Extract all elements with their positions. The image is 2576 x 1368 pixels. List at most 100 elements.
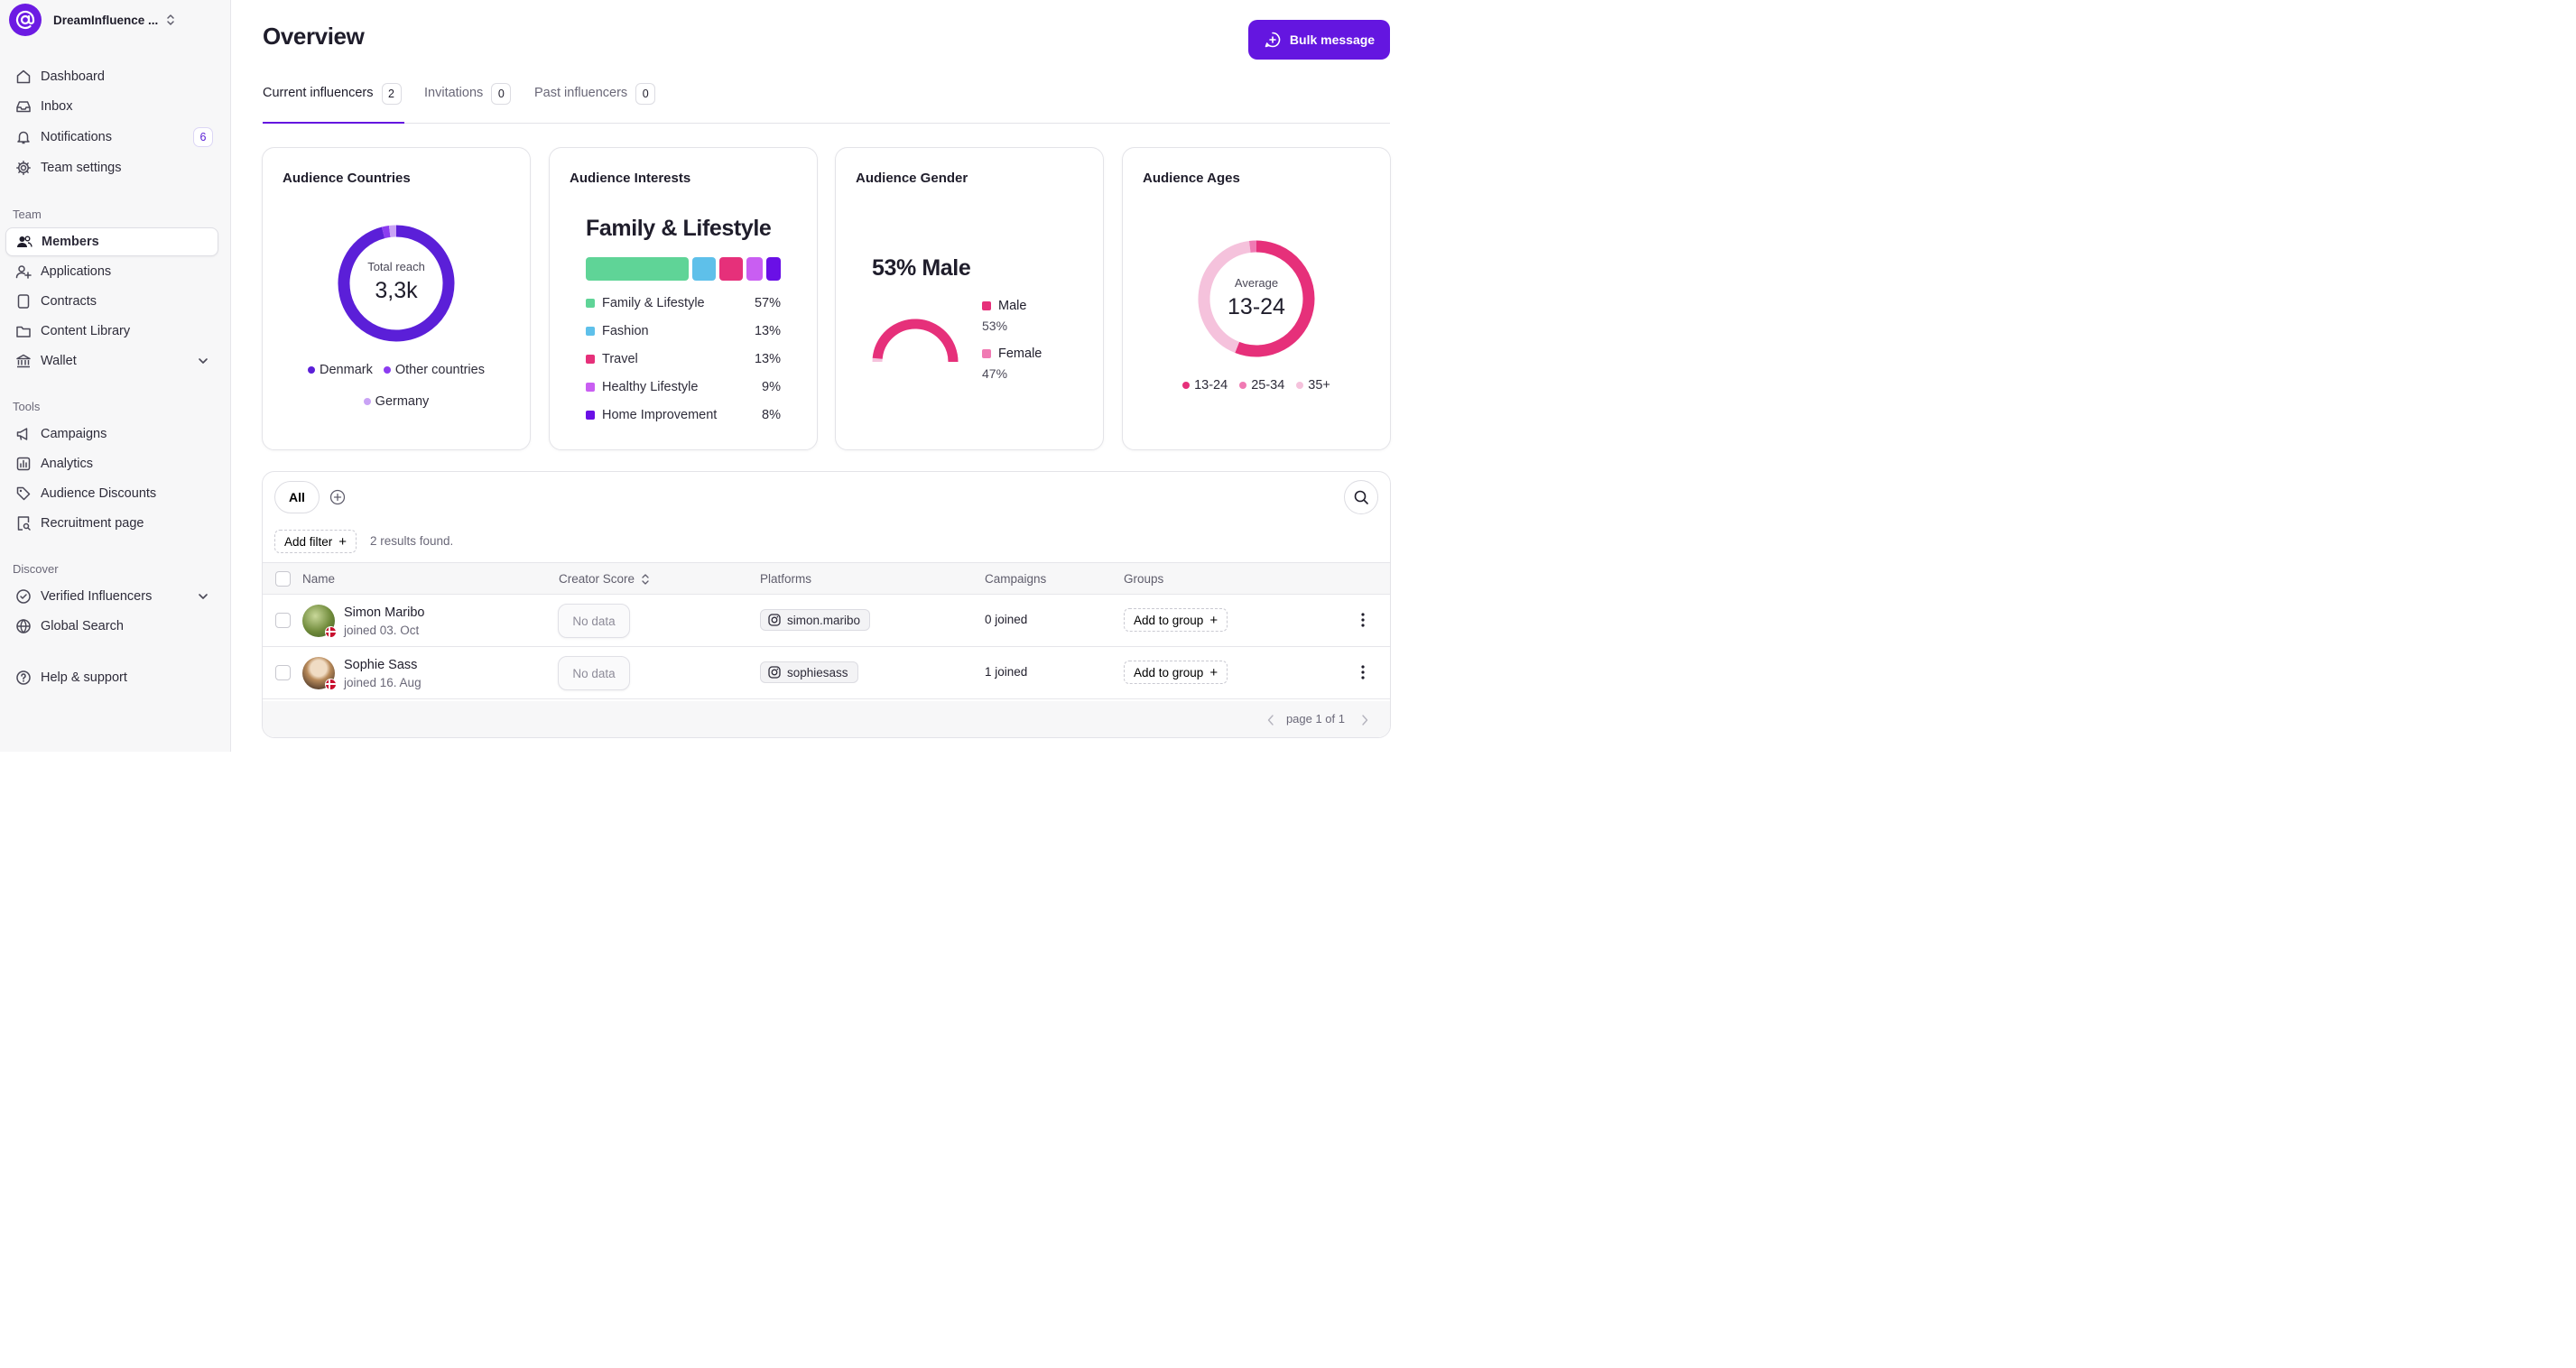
column-creator-score-label: Creator Score bbox=[559, 572, 635, 586]
bulk-message-button[interactable]: Bulk message bbox=[1248, 20, 1390, 60]
chat-plus-icon bbox=[1264, 31, 1282, 49]
nav-wallet[interactable]: Wallet bbox=[5, 347, 218, 375]
table-row[interactable]: Simon Maribo joined 03. Oct No data simo… bbox=[263, 595, 1390, 647]
countries-legend: Denmark Other countries bbox=[263, 363, 530, 377]
table-row[interactable]: Sophie Sass joined 16. Aug No data sophi… bbox=[263, 647, 1390, 699]
tab-label: Invitations bbox=[424, 86, 484, 100]
influencer-name[interactable]: Sophie Sass bbox=[344, 658, 418, 672]
plus-icon: + bbox=[1209, 664, 1219, 680]
legend-male: Male bbox=[982, 299, 1026, 313]
legend-female: Female bbox=[982, 347, 1042, 361]
ages-legend: 13-24 25-34 35+ bbox=[1123, 378, 1390, 393]
results-count: 2 results found. bbox=[370, 534, 454, 548]
total-reach-value: 3,3k bbox=[375, 278, 418, 303]
more-options-icon[interactable] bbox=[1361, 613, 1365, 627]
influencer-name[interactable]: Simon Maribo bbox=[344, 605, 425, 620]
nav-notifications[interactable]: Notifications 6 bbox=[5, 123, 218, 152]
tab-count-badge: 0 bbox=[491, 83, 512, 105]
tab-label: Past influencers bbox=[534, 86, 628, 100]
sort-icon bbox=[641, 573, 650, 586]
more-options-icon[interactable] bbox=[1361, 665, 1365, 679]
nav-verified-influencers[interactable]: Verified Influencers bbox=[5, 582, 218, 611]
add-to-group-button[interactable]: Add to group + bbox=[1124, 661, 1228, 684]
nav-global-search[interactable]: Global Search bbox=[5, 612, 218, 641]
nav-dashboard[interactable]: Dashboard bbox=[5, 62, 218, 91]
gender-headline: 53% Male bbox=[872, 255, 971, 281]
nav-analytics[interactable]: Analytics bbox=[5, 449, 218, 478]
swatch-green bbox=[586, 299, 595, 308]
nav-members[interactable]: Members bbox=[5, 227, 218, 256]
instagram-icon bbox=[768, 614, 781, 626]
tab-past-influencers[interactable]: Past influencers 0 bbox=[534, 83, 656, 124]
audience-interests-card: Audience Interests Family & Lifestyle Fa… bbox=[549, 147, 818, 450]
nav-recruitment-page-label: Recruitment page bbox=[41, 516, 144, 531]
gender-gauge-male bbox=[872, 319, 959, 363]
add-filter-button[interactable]: Add filter + bbox=[274, 530, 357, 553]
brand-logo bbox=[9, 4, 42, 36]
influencer-tabs: Current influencers 2 Invitations 0 Past… bbox=[263, 83, 1390, 124]
interests-stacked-bar bbox=[586, 257, 781, 281]
nav-contracts[interactable]: Contracts bbox=[5, 287, 218, 316]
column-creator-score[interactable]: Creator Score bbox=[559, 572, 650, 586]
section-label-team: Team bbox=[13, 208, 42, 221]
nav-recruitment-page[interactable]: Recruitment page bbox=[5, 509, 218, 538]
chevron-down-icon bbox=[197, 355, 209, 367]
card-title: Audience Gender bbox=[856, 171, 968, 186]
chevron-left-icon[interactable] bbox=[1267, 715, 1274, 726]
section-label-tools: Tools bbox=[13, 400, 41, 413]
average-age-value: 13-24 bbox=[1228, 294, 1285, 319]
tab-current-influencers[interactable]: Current influencers 2 bbox=[263, 83, 404, 124]
nav-analytics-label: Analytics bbox=[41, 457, 94, 471]
joined-date: joined 03. Oct bbox=[344, 624, 420, 637]
female-percent: 47% bbox=[982, 366, 1008, 381]
filter-chip-all[interactable]: All bbox=[274, 481, 320, 513]
tab-count-badge: 2 bbox=[381, 83, 402, 105]
add-to-group-button[interactable]: Add to group + bbox=[1124, 608, 1228, 632]
legend-other-countries: Other countries bbox=[383, 363, 485, 377]
users-icon bbox=[16, 234, 32, 250]
nav-applications[interactable]: Applications bbox=[5, 257, 218, 286]
nav-inbox-label: Inbox bbox=[41, 99, 73, 114]
column-groups: Groups bbox=[1124, 572, 1164, 586]
column-name[interactable]: Name bbox=[302, 572, 336, 586]
instagram-handle-chip[interactable]: sophiesass bbox=[760, 661, 858, 683]
pagination: page 1 of 1 bbox=[263, 701, 1390, 737]
nav-content-library[interactable]: Content Library bbox=[5, 317, 218, 346]
male-percent: 53% bbox=[982, 319, 1008, 333]
interest-row: Home Improvement 8% bbox=[586, 406, 781, 424]
nav-team-settings[interactable]: Team settings bbox=[5, 153, 218, 182]
audience-gender-card: Audience Gender 53% Male Male 53% Female… bbox=[835, 147, 1104, 450]
gender-gauge-chart bbox=[872, 319, 959, 363]
audience-ages-card: Audience Ages Average 13-24 13-24 25-34 … bbox=[1122, 147, 1391, 450]
nav-campaigns[interactable]: Campaigns bbox=[5, 420, 218, 448]
globe-icon bbox=[15, 618, 32, 634]
nav-help-support[interactable]: Help & support bbox=[5, 663, 218, 692]
workspace-name: DreamInfluence ... bbox=[53, 13, 159, 27]
select-all-checkbox[interactable] bbox=[275, 571, 291, 587]
ages-segment-1 bbox=[1198, 241, 1251, 353]
instagram-handle: sophiesass bbox=[787, 665, 848, 679]
countries-donut-chart bbox=[338, 225, 455, 342]
instagram-handle-chip[interactable]: simon.maribo bbox=[760, 609, 871, 631]
add-view-icon[interactable] bbox=[329, 489, 346, 505]
table-search-button[interactable] bbox=[1344, 480, 1378, 514]
nav-inbox[interactable]: Inbox bbox=[5, 92, 218, 121]
legend-13-24: 13-24 bbox=[1182, 378, 1228, 393]
add-to-group-label: Add to group bbox=[1134, 665, 1204, 679]
column-platforms: Platforms bbox=[760, 572, 812, 586]
tag-icon bbox=[15, 485, 32, 502]
nav-verified-influencers-label: Verified Influencers bbox=[41, 589, 153, 604]
interest-row: Travel 13% bbox=[586, 350, 781, 368]
folder-icon bbox=[15, 323, 32, 339]
row-checkbox[interactable] bbox=[275, 665, 291, 680]
nav-dashboard-label: Dashboard bbox=[41, 69, 105, 84]
tab-invitations[interactable]: Invitations 0 bbox=[424, 83, 512, 124]
influencers-table-panel: All Add filter + 2 results found. Name Cr… bbox=[262, 471, 1391, 738]
nav-audience-discounts[interactable]: Audience Discounts bbox=[5, 479, 218, 508]
workspace-switcher[interactable]: DreamInfluence ... bbox=[9, 4, 176, 36]
nav-help-support-label: Help & support bbox=[41, 670, 127, 685]
home-icon bbox=[15, 69, 32, 85]
row-checkbox[interactable] bbox=[275, 613, 291, 628]
instagram-icon bbox=[768, 666, 781, 679]
chevron-right-icon[interactable] bbox=[1361, 715, 1368, 726]
